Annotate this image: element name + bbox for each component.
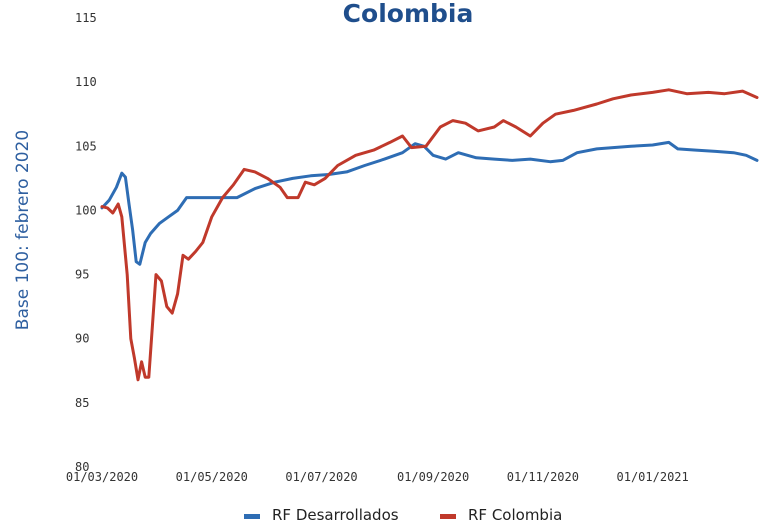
x-axis-ticks: 01/03/2020 01/05/2020 01/07/2020 01/09/2020…	[66, 470, 689, 484]
series-line-rf-colombia	[100, 88, 759, 382]
chart-title: Colombia	[343, 0, 474, 28]
legend: RF Desarrollados RF Colombia	[244, 506, 562, 524]
y-tick-label: 80	[75, 460, 89, 474]
y-tick-label: 90	[75, 332, 89, 346]
y-axis-ticks: 80 85 90 95 100 105 110 115	[75, 11, 97, 474]
legend-swatch	[244, 514, 260, 519]
x-tick-label: 01/07/2020	[285, 470, 357, 484]
legend-swatch	[440, 514, 456, 519]
y-tick-label: 85	[75, 396, 89, 410]
x-tick-label: 01/11/2020	[507, 470, 579, 484]
y-axis-label: Base 100: febrero 2020	[13, 130, 33, 330]
x-tick-label: 01/01/2021	[617, 470, 689, 484]
series-line-rf-desarrollados	[100, 140, 759, 266]
legend-label: RF Colombia	[468, 506, 562, 524]
y-tick-label: 115	[75, 11, 97, 25]
y-tick-label: 105	[75, 139, 97, 153]
y-tick-label: 95	[75, 268, 89, 282]
x-tick-label: 01/09/2020	[397, 470, 469, 484]
legend-label: RF Desarrollados	[272, 506, 399, 524]
y-tick-label: 100	[75, 203, 97, 217]
series-lines	[100, 88, 759, 382]
x-tick-label: 01/05/2020	[176, 470, 248, 484]
x-tick-label: 01/03/2020	[66, 470, 138, 484]
y-tick-label: 110	[75, 75, 97, 89]
